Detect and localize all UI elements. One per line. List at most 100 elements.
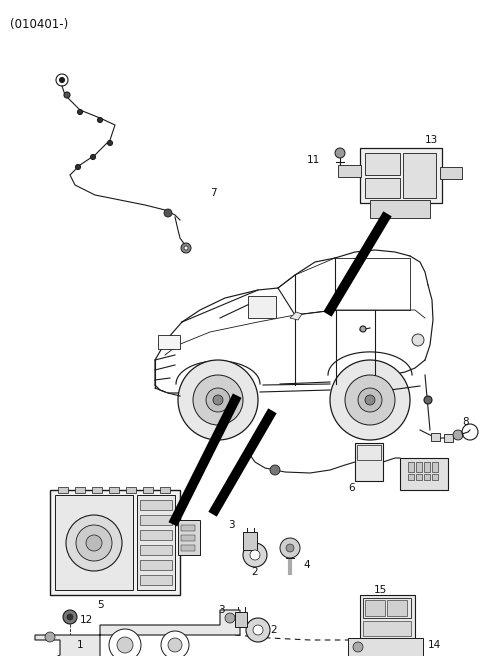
Circle shape	[358, 388, 382, 412]
Bar	[357, 445, 381, 460]
Text: 15: 15	[373, 585, 386, 595]
Bar	[355, 443, 383, 481]
Bar	[365, 153, 400, 175]
Text: 1: 1	[77, 640, 84, 650]
Circle shape	[412, 334, 424, 346]
Circle shape	[164, 209, 172, 217]
Bar	[126, 487, 136, 493]
Polygon shape	[290, 312, 302, 320]
Bar	[248, 296, 276, 318]
Bar	[348, 638, 423, 656]
Circle shape	[330, 360, 410, 440]
Text: 2: 2	[252, 567, 258, 577]
Circle shape	[86, 535, 102, 551]
Bar	[400, 458, 448, 490]
Circle shape	[184, 246, 188, 250]
Text: 14: 14	[428, 640, 441, 650]
Circle shape	[91, 155, 96, 159]
Bar	[243, 532, 257, 550]
Circle shape	[66, 515, 122, 571]
Bar	[365, 600, 385, 616]
Circle shape	[286, 544, 294, 552]
Circle shape	[161, 631, 189, 656]
Bar	[387, 600, 407, 616]
Text: 13: 13	[425, 135, 438, 145]
Circle shape	[193, 375, 243, 425]
Bar	[360, 595, 415, 640]
Circle shape	[365, 395, 375, 405]
Bar	[408, 462, 414, 472]
Bar	[140, 530, 172, 540]
Text: 11: 11	[307, 155, 320, 165]
Bar	[338, 165, 361, 177]
Circle shape	[77, 110, 83, 115]
Polygon shape	[35, 610, 240, 656]
Bar	[408, 474, 414, 480]
Circle shape	[424, 396, 432, 404]
Bar	[363, 598, 411, 618]
Circle shape	[108, 140, 112, 146]
Circle shape	[45, 632, 55, 642]
Bar	[235, 612, 247, 627]
Text: 5: 5	[96, 600, 103, 610]
Circle shape	[253, 625, 263, 635]
Bar	[55, 495, 133, 590]
Bar	[365, 178, 400, 198]
Bar	[160, 487, 170, 493]
Bar	[92, 487, 102, 493]
Bar	[75, 487, 85, 493]
Circle shape	[63, 610, 77, 624]
Bar	[178, 520, 200, 555]
Bar	[424, 462, 430, 472]
Circle shape	[75, 165, 81, 169]
Circle shape	[60, 77, 64, 83]
Circle shape	[345, 375, 395, 425]
Bar	[140, 575, 172, 585]
Bar	[432, 474, 438, 480]
Text: 8: 8	[462, 417, 468, 427]
Text: 3: 3	[218, 605, 225, 615]
Bar	[181, 545, 195, 551]
Bar	[416, 462, 422, 472]
Bar	[181, 525, 195, 531]
Circle shape	[97, 117, 103, 123]
Text: 2: 2	[270, 625, 276, 635]
Bar	[424, 474, 430, 480]
Bar	[444, 434, 453, 442]
Circle shape	[360, 326, 366, 332]
Circle shape	[206, 388, 230, 412]
Text: 12: 12	[80, 615, 93, 625]
Text: 3: 3	[228, 520, 235, 530]
Bar	[363, 621, 411, 636]
Bar	[158, 335, 180, 349]
Circle shape	[270, 465, 280, 475]
Bar	[431, 433, 440, 441]
Bar	[140, 500, 172, 510]
Circle shape	[67, 614, 73, 620]
Bar	[140, 560, 172, 570]
Bar	[58, 487, 68, 493]
Circle shape	[178, 360, 258, 440]
Circle shape	[335, 148, 345, 158]
Bar	[143, 487, 153, 493]
Bar	[181, 535, 195, 541]
Circle shape	[243, 543, 267, 567]
Circle shape	[64, 92, 70, 98]
Circle shape	[213, 395, 223, 405]
Circle shape	[280, 538, 300, 558]
Bar	[140, 515, 172, 525]
Circle shape	[76, 525, 112, 561]
Bar	[403, 153, 436, 198]
Circle shape	[353, 642, 363, 652]
Bar	[140, 545, 172, 555]
Circle shape	[117, 637, 133, 653]
Circle shape	[250, 550, 260, 560]
Circle shape	[168, 638, 182, 652]
Text: 4: 4	[303, 560, 310, 570]
Circle shape	[225, 613, 235, 623]
Text: 7: 7	[210, 188, 216, 198]
Bar	[416, 474, 422, 480]
Text: 6: 6	[348, 483, 355, 493]
Circle shape	[109, 629, 141, 656]
Bar	[360, 148, 442, 203]
